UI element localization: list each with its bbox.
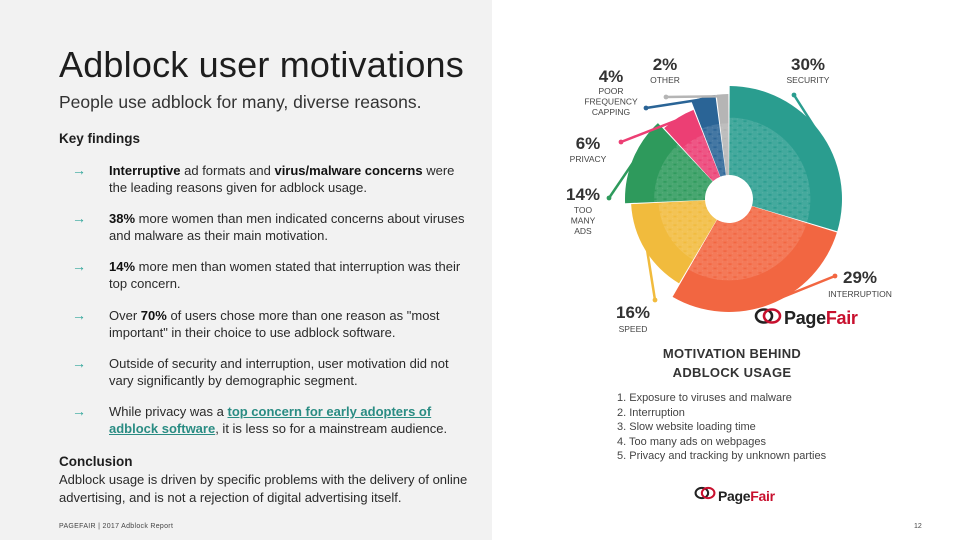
arrow-right-icon: → xyxy=(72,307,86,323)
legend-item: 1. Exposure to viruses and malware xyxy=(617,392,792,404)
leader-line xyxy=(769,274,836,304)
finding-text: , it is less so for a mainstream audienc… xyxy=(215,421,448,436)
pagefair-logo-icon xyxy=(694,484,716,507)
finding-link[interactable]: top concern for early adopters of adbloc… xyxy=(109,404,432,436)
slice-texture xyxy=(688,206,807,281)
legend-item: 3. Slow website loading time xyxy=(617,421,756,433)
key-finding-item: → Over 70% of users chose more than one r… xyxy=(72,307,472,341)
chart-title-line: ADBLOCK USAGE xyxy=(672,365,792,380)
finding-text: Outside of security and interruption, us… xyxy=(109,356,449,388)
legend-item: 4. Too many ads on webpages xyxy=(617,435,767,448)
pagefair-logo-bottom: PageFair xyxy=(694,484,775,507)
key-findings-heading: Key findings xyxy=(59,131,141,146)
data-label: 2% xyxy=(653,55,678,74)
key-finding-item: → Interruptive ad formats and virus/malwa… xyxy=(72,162,472,196)
data-label: 4% xyxy=(599,67,624,86)
slice-category-label: PRIVACY xyxy=(570,154,607,164)
finding-text: While privacy was a xyxy=(109,404,228,419)
pagefair-logo-text: PageFair xyxy=(718,488,775,504)
key-finding-item: → Outside of security and interruption, u… xyxy=(72,355,472,389)
page-subtitle: People use adblock for many, diverse rea… xyxy=(59,92,422,112)
legend-item: 5. Privacy and tracking by unknown parti… xyxy=(617,450,827,462)
finding-text: Interruptive xyxy=(109,163,181,178)
finding-text: 38% xyxy=(109,211,136,226)
data-label: 16% xyxy=(616,303,650,322)
page-number: 12 xyxy=(914,523,922,530)
pagefair-logo-chart: PageFair xyxy=(754,305,858,332)
slice-category-label: OTHER xyxy=(650,75,680,85)
leader-cap xyxy=(643,105,649,111)
slice-category-label: MANY xyxy=(571,216,596,226)
finding-text: ad formats and xyxy=(180,163,275,178)
slice-category-label: ADS xyxy=(574,226,592,236)
page-title: Adblock user motivations xyxy=(59,44,464,85)
pagefair-logo-page: Page xyxy=(784,308,826,328)
slice-texture xyxy=(682,134,721,182)
leader-cap xyxy=(606,195,612,201)
finding-text: were the leading reasons given for adblo… xyxy=(109,163,455,195)
conclusion-text: Adblock usage is driven by specific prob… xyxy=(59,472,468,505)
chart-legend: 1. Exposure to viruses and malware 2. In… xyxy=(617,391,826,464)
arrow-right-icon: → xyxy=(72,258,86,274)
slice-category-label: TOO xyxy=(574,205,593,215)
leader-cap xyxy=(791,92,797,98)
finding-text: Over xyxy=(109,308,141,323)
leader-cap xyxy=(652,297,658,303)
leader-line xyxy=(607,159,636,199)
arrow-right-icon: → xyxy=(72,403,86,419)
leader-line xyxy=(645,97,704,110)
key-findings-list: → Interruptive ad formats and virus/malwa… xyxy=(72,162,472,437)
pagefair-logo-text: PageFair xyxy=(784,308,858,329)
key-finding-item: → 14% more men than women stated that int… xyxy=(72,258,472,292)
slice-category-label: FREQUENCY xyxy=(584,97,638,107)
slice-texture xyxy=(729,117,811,223)
arrow-right-icon: → xyxy=(72,210,86,226)
footer: PAGEFAIR | 2017 Adblock Report xyxy=(59,523,174,530)
slice-texture xyxy=(720,123,729,176)
slice-texture xyxy=(701,124,726,177)
slice-category-label: SECURITY xyxy=(787,75,830,85)
slice-category-label: CAPPING xyxy=(592,107,630,117)
leader-line xyxy=(665,94,723,99)
finding-text: more men than women stated that interrup… xyxy=(109,259,461,291)
slice-texture xyxy=(654,144,713,203)
pagefair-logo-fair: Fair xyxy=(825,308,858,328)
key-finding-item: → While privacy was a top concern for ear… xyxy=(72,403,472,437)
leader-cap xyxy=(832,273,838,279)
pagefair-logo-icon xyxy=(754,305,782,332)
finding-text: more women than men indicated concerns a… xyxy=(109,211,465,243)
data-label: 30% xyxy=(791,55,825,74)
data-label: 6% xyxy=(576,134,601,153)
donut-hole xyxy=(706,176,752,222)
leader-line xyxy=(645,248,657,301)
legend-item: 2. Interruption xyxy=(617,406,685,419)
finding-text: of users chose more than one reason as "… xyxy=(109,308,440,340)
key-finding-item: → 38% more women than men indicated conce… xyxy=(72,210,472,244)
leader-cap xyxy=(663,94,669,100)
left-panel xyxy=(0,0,492,540)
finding-text: 70% xyxy=(140,308,167,323)
leader-line xyxy=(792,94,820,134)
conclusion-heading: Conclusion xyxy=(59,454,133,469)
leader-cap xyxy=(618,139,624,145)
pagefair-logo-fair: Fair xyxy=(750,487,775,504)
data-label: 29% xyxy=(843,268,877,287)
pagefair-logo-page: Page xyxy=(718,487,751,504)
slice-category-label: INTERRUPTION xyxy=(828,289,892,299)
finding-text: virus/malware concerns xyxy=(274,163,423,178)
arrow-right-icon: → xyxy=(72,355,86,371)
arrow-right-icon: → xyxy=(72,162,86,178)
chart-title: MOTIVATION BEHIND ADBLOCK USAGE xyxy=(612,344,852,382)
slice-category-label: SPEED xyxy=(619,324,648,334)
slice-category-label: POOR xyxy=(598,86,623,96)
finding-text: 14% xyxy=(109,259,136,274)
slice-texture xyxy=(658,200,717,260)
leader-line xyxy=(620,118,680,144)
data-label: 14% xyxy=(566,185,600,204)
chart-title-line: MOTIVATION BEHIND xyxy=(662,346,802,361)
